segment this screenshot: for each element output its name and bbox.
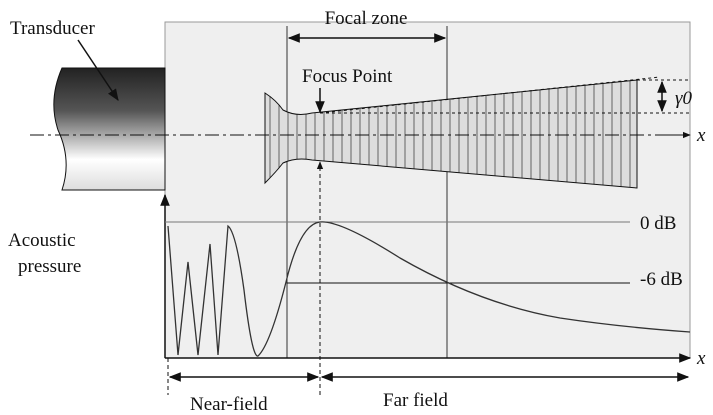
transducer-body bbox=[53, 67, 166, 191]
acoustic-label: Acoustic bbox=[8, 230, 76, 251]
gamma-label: γ0 bbox=[675, 88, 692, 109]
zero-db-label: 0 dB bbox=[640, 213, 676, 234]
transducer-label: Transducer bbox=[10, 18, 95, 39]
pressure-label: pressure bbox=[18, 256, 81, 277]
divergence-line bbox=[319, 76, 661, 114]
axis-label-top: x bbox=[696, 125, 706, 146]
focal-zone-label: Focal zone bbox=[325, 8, 408, 29]
near-field-label: Near-field bbox=[190, 394, 268, 415]
far-field-label: Far field bbox=[383, 390, 448, 411]
field-box bbox=[164, 21, 691, 359]
transducer-arrow bbox=[77, 39, 119, 101]
beam-outline bbox=[264, 79, 638, 189]
focus-point-label: Focus Point bbox=[302, 66, 393, 87]
minus-six-db-label: -6 dB bbox=[640, 269, 683, 290]
beam-fill bbox=[265, 80, 637, 188]
pressure-curve bbox=[167, 221, 691, 357]
axis-label-bottom: x bbox=[696, 348, 706, 369]
